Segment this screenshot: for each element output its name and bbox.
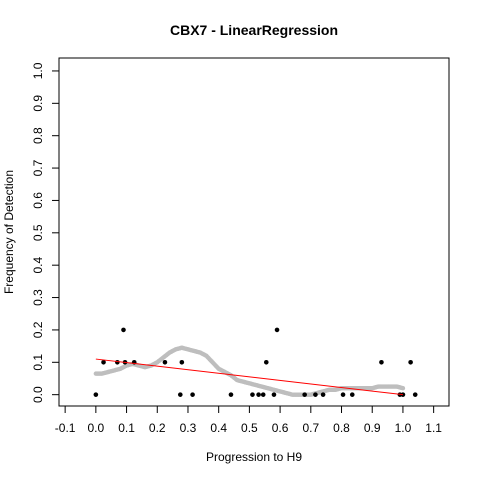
y-tick-label: 0.4 xyxy=(31,257,45,274)
observed-point xyxy=(313,392,318,397)
y-tick-label: 0.8 xyxy=(31,127,45,144)
y-tick-label: 0.6 xyxy=(31,192,45,209)
observed-point xyxy=(121,327,126,333)
observed-point xyxy=(179,359,185,365)
y-tick-label: 1.0 xyxy=(31,62,45,79)
x-tick-label: -0.1 xyxy=(55,421,76,435)
observed-point xyxy=(93,392,99,397)
x-tick-label: 0.4 xyxy=(210,421,227,435)
observed-point xyxy=(408,359,413,365)
observed-point xyxy=(271,392,277,397)
y-tick-label: 0.0 xyxy=(31,386,45,403)
x-tick-label: 1.1 xyxy=(425,421,442,435)
y-tick-label: 0.9 xyxy=(31,95,45,112)
x-tick-label: 0.5 xyxy=(241,421,258,435)
x-tick-label: 0.8 xyxy=(333,421,350,435)
observed-point xyxy=(400,392,406,397)
observed-point xyxy=(260,392,266,397)
observed-point xyxy=(340,392,346,397)
smoothed-series xyxy=(93,345,406,397)
observed-point xyxy=(190,392,195,397)
observed-series xyxy=(93,327,418,397)
x-axis-label: Progression to H9 xyxy=(206,450,302,464)
plot-frame xyxy=(58,57,450,407)
observed-point xyxy=(256,392,261,397)
y-tick-label: 0.1 xyxy=(31,354,45,371)
observed-point xyxy=(320,392,326,397)
observed-point xyxy=(379,359,384,365)
observed-point xyxy=(177,392,183,397)
observed-point xyxy=(228,392,234,397)
observed-point xyxy=(302,392,307,397)
observed-point xyxy=(412,392,418,397)
y-axis: 0.0 0.1 0.2 0.3 0.4 0.5 0.6 0.7 0.8 0.9 1.0 xyxy=(31,62,60,403)
observed-point xyxy=(263,359,269,365)
x-tick-label: 0.6 xyxy=(272,421,289,435)
observed-point xyxy=(274,327,280,333)
observed-point xyxy=(349,392,355,397)
x-tick-label: 0.0 xyxy=(88,421,105,435)
y-tick-label: 0.5 xyxy=(31,224,45,241)
x-tick-label: 0.3 xyxy=(180,421,197,435)
x-tick-label: 0.7 xyxy=(302,421,319,435)
x-tick-label: 0.1 xyxy=(118,421,135,435)
observed-point xyxy=(162,359,168,365)
observed-point xyxy=(101,359,106,365)
x-tick-label: 1.0 xyxy=(395,421,412,435)
y-tick-label: 0.2 xyxy=(31,321,45,338)
y-axis-label: Frequency of Detection xyxy=(2,170,16,294)
smoothed-point xyxy=(400,385,406,391)
y-tick-label: 0.3 xyxy=(31,289,45,306)
observed-point xyxy=(115,359,120,365)
x-axis: -0.1 0.0 0.1 0.2 0.3 0.4 0.5 0.6 0.7 0.8 0.9 1.0 1.1 xyxy=(55,405,442,435)
chart-title: CBX7 - LinearRegression xyxy=(170,22,338,38)
x-tick-label: 0.2 xyxy=(149,421,166,435)
regression-line xyxy=(95,358,403,396)
y-tick-label: 0.7 xyxy=(31,159,45,176)
observed-point xyxy=(250,392,255,397)
plot-area xyxy=(93,327,418,397)
x-tick-label: 0.9 xyxy=(364,421,381,435)
